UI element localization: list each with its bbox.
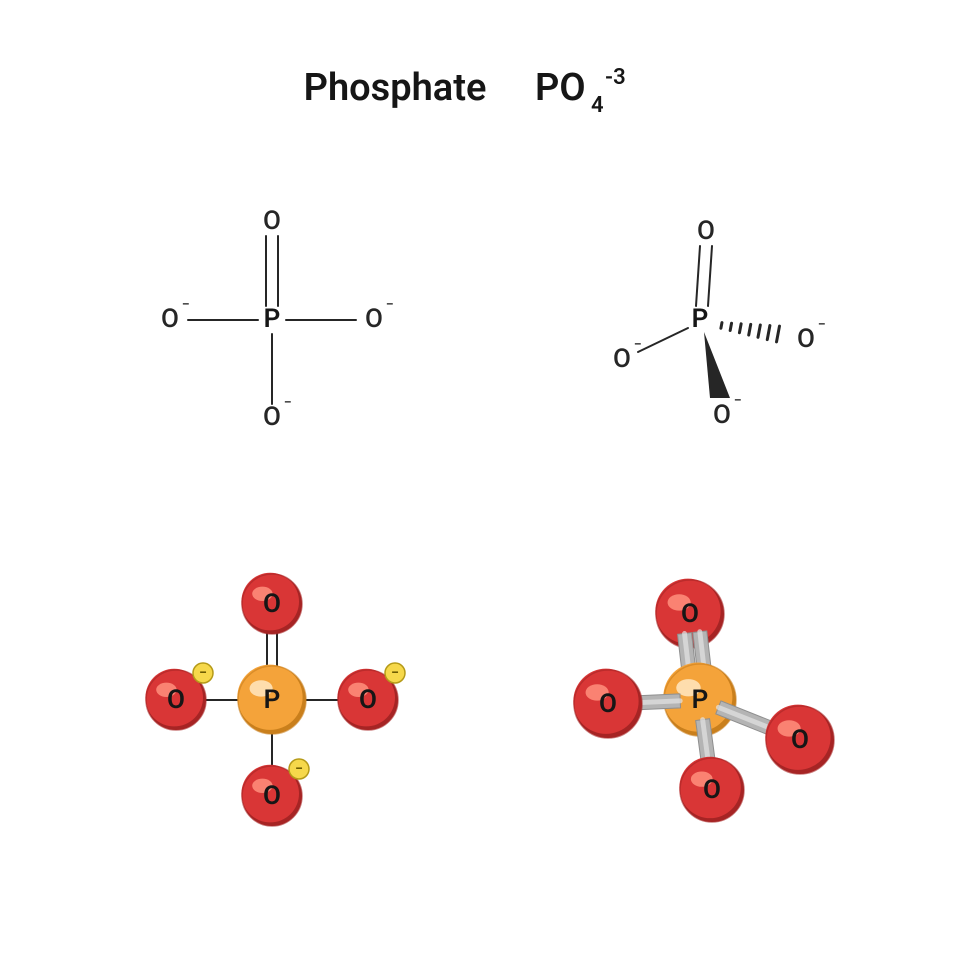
svg-text:−: − — [284, 395, 292, 411]
svg-text:O: O — [697, 216, 715, 246]
svg-text:O: O — [167, 685, 185, 715]
svg-text:−: − — [386, 297, 394, 313]
svg-text:−: − — [734, 393, 742, 409]
ball-stick-3d: O P O O O — [573, 579, 834, 822]
svg-text:P: P — [692, 304, 709, 334]
svg-text:P: P — [692, 685, 709, 715]
svg-text:−: − — [818, 317, 826, 333]
formula-superscript: -3 — [605, 65, 626, 90]
svg-text:−: − — [391, 665, 399, 681]
svg-text:O: O — [263, 402, 281, 432]
svg-text:O: O — [365, 304, 383, 334]
svg-text:O: O — [161, 304, 179, 334]
title-block: Phosphate PO 4 -3 — [304, 65, 626, 118]
svg-text:P: P — [264, 304, 281, 334]
svg-text:O: O — [791, 725, 809, 755]
svg-text:O: O — [359, 685, 377, 715]
svg-text:−: − — [295, 761, 303, 777]
phosphate-diagram: Phosphate PO 4 -3 POO−O−O− POO−O−O− OOOO… — [0, 0, 980, 980]
svg-text:−: − — [634, 337, 642, 353]
svg-text:O: O — [599, 689, 617, 719]
title-text: Phosphate — [304, 66, 487, 110]
formula-base: PO — [535, 66, 586, 110]
svg-text:O: O — [681, 599, 699, 629]
ball-stick-flat: O O O O P − − − — [145, 573, 405, 826]
formula-subscript: 4 — [591, 93, 604, 118]
svg-text:P: P — [264, 685, 281, 715]
lewis-structure-perspective: POO−O−O− — [613, 216, 826, 430]
svg-text:−: − — [199, 665, 207, 681]
svg-text:−: − — [182, 297, 190, 313]
svg-text:O: O — [263, 589, 281, 619]
svg-text:O: O — [797, 324, 815, 354]
svg-text:O: O — [703, 775, 721, 805]
lewis-structure-flat: POO−O−O− — [161, 206, 394, 432]
svg-text:O: O — [263, 206, 281, 236]
svg-text:O: O — [613, 344, 631, 374]
svg-text:O: O — [713, 400, 731, 430]
svg-text:O: O — [263, 781, 281, 811]
